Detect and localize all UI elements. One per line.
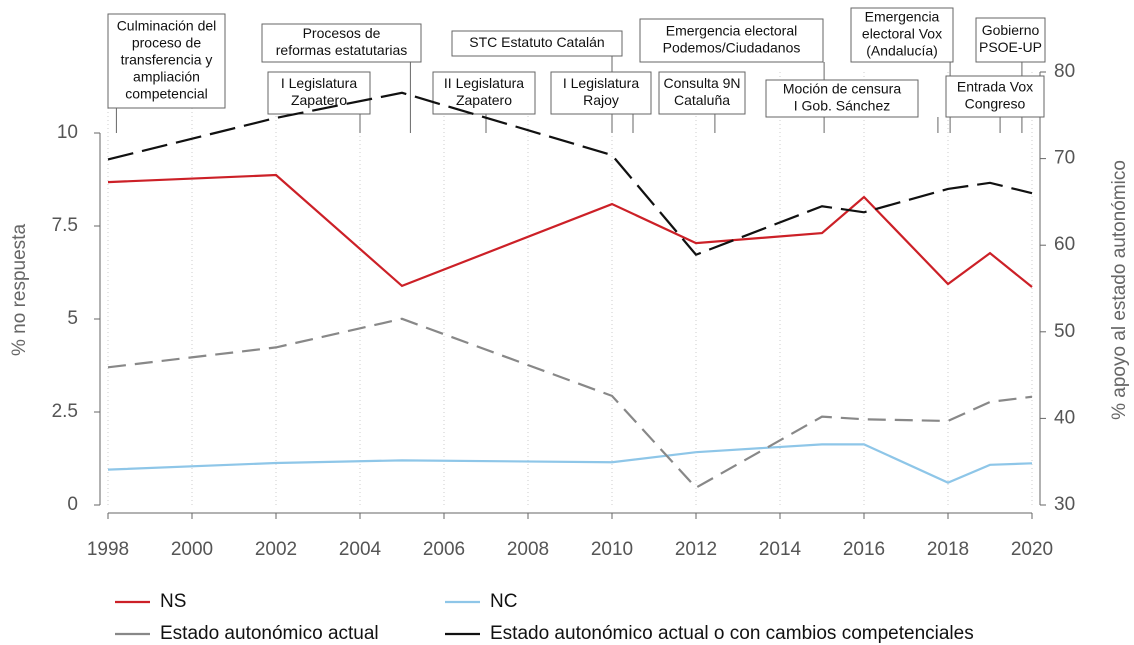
y2-tick-label: 60 xyxy=(1054,234,1075,255)
annotation-text: Culminación del xyxy=(117,18,217,34)
annotation-text: Cataluña xyxy=(674,92,730,108)
annotation-box xyxy=(975,17,1046,63)
y2-tick-label: 30 xyxy=(1054,494,1075,515)
annotation-box xyxy=(765,79,919,118)
annotation-text: PSOE-UP xyxy=(979,39,1042,55)
annotation-text: (Andalucía) xyxy=(866,43,938,59)
annotation-text: Zapatero xyxy=(456,92,512,108)
annotation-text: STC Estatuto Catalán xyxy=(469,34,604,50)
y-tick-label: 0 xyxy=(67,494,78,515)
legend-label: Estado autonómico actual o con cambios c… xyxy=(490,623,974,644)
series-line xyxy=(107,173,1033,288)
annotation-box xyxy=(945,75,1045,118)
x-tick-label: 2004 xyxy=(339,539,382,560)
y-tick-label: 10 xyxy=(57,122,78,143)
annotation-text: Congreso xyxy=(965,96,1026,112)
annotation-text: Emergencia xyxy=(865,9,940,25)
annotation-text: Moción de censura xyxy=(783,81,902,97)
annotation-text: proceso de xyxy=(132,35,201,51)
x-tick-label: 2020 xyxy=(1011,539,1053,560)
legend-label: Estado autonómico actual xyxy=(160,623,379,644)
annotation-text: Emergencia electoral xyxy=(666,23,798,39)
y2-tick-label: 50 xyxy=(1054,321,1075,342)
x-tick-label: 2002 xyxy=(255,539,297,560)
annotation-text: transferencia y xyxy=(121,52,213,68)
x-tick-label: 2008 xyxy=(507,539,549,560)
x-tick-label: 1998 xyxy=(87,539,129,560)
annotation-box xyxy=(850,7,954,63)
annotation-box xyxy=(451,30,623,57)
series-line xyxy=(107,91,1033,257)
legend-label: NC xyxy=(490,591,517,612)
x-tick-label: 2000 xyxy=(171,539,213,560)
x-tick-label: 2014 xyxy=(759,539,802,560)
annotation-text: Consulta 9N xyxy=(663,75,740,91)
annotation-text: I Gob. Sánchez xyxy=(794,98,891,114)
series-line xyxy=(107,317,1033,490)
annotation-box xyxy=(658,71,746,115)
y-axis-label: % no respuesta xyxy=(9,224,30,356)
annotation-text: Podemos/Ciudadanos xyxy=(663,40,801,56)
x-tick-label: 2012 xyxy=(675,539,717,560)
annotation-box xyxy=(550,71,652,115)
annotation-text: ampliación xyxy=(133,69,200,85)
annotation-text: I Legislatura xyxy=(281,75,357,91)
x-tick-label: 2010 xyxy=(591,539,633,560)
annotation-text: competencial xyxy=(125,86,208,102)
y2-axis-label: % apoyo al estado autonómico xyxy=(1109,160,1130,420)
annotation-box xyxy=(267,71,371,115)
annotation-text: I Legislatura xyxy=(563,75,639,91)
annotation-text: Entrada Vox xyxy=(957,79,1033,95)
y2-tick-label: 70 xyxy=(1054,148,1075,169)
x-tick-label: 2016 xyxy=(843,539,885,560)
x-tick-label: 2006 xyxy=(423,539,465,560)
annotation-text: Gobierno xyxy=(982,22,1040,38)
annotation-box xyxy=(639,18,824,63)
annotation-text: reformas estatutarias xyxy=(276,42,408,58)
y-tick-label: 7.5 xyxy=(52,215,78,236)
annotation-text: Procesos de xyxy=(303,25,381,41)
annotation-box xyxy=(261,23,422,63)
annotation-text: electoral Vox xyxy=(862,26,942,42)
annotation-text: Zapatero xyxy=(291,92,347,108)
x-tick-label: 2018 xyxy=(927,539,969,560)
y2-tick-label: 80 xyxy=(1054,61,1075,82)
annotation-text: Rajoy xyxy=(583,92,619,108)
y2-tick-label: 40 xyxy=(1054,407,1075,428)
y-tick-label: 5 xyxy=(67,308,78,329)
y-tick-label: 2.5 xyxy=(52,401,78,422)
legend-label: NS xyxy=(160,591,186,612)
annotation-box xyxy=(107,13,226,109)
series-line xyxy=(107,443,1033,484)
annotation-text: II Legislatura xyxy=(444,75,524,91)
